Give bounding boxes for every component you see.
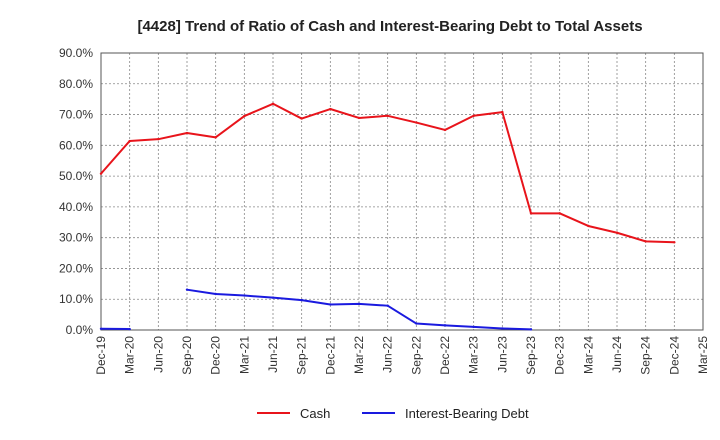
data-point <box>243 294 246 297</box>
x-tick-label: Sep-20 <box>180 336 194 375</box>
x-tick-label: Sep-24 <box>639 336 653 375</box>
data-point <box>357 302 361 306</box>
data-point <box>128 327 131 331</box>
data-point <box>529 212 533 215</box>
x-tick-label: Mar-23 <box>467 336 481 374</box>
x-tick-label: Dec-21 <box>323 336 337 375</box>
y-tick-label: 70.0% <box>59 108 93 122</box>
legend-item: Cash <box>257 406 330 421</box>
series <box>99 102 676 331</box>
legend-label: Interest-Bearing Debt <box>405 406 529 421</box>
x-tick-label: Jun-21 <box>266 336 280 373</box>
legend-label: Cash <box>300 406 330 421</box>
data-point <box>529 328 533 331</box>
data-point <box>243 114 246 118</box>
series-0 <box>99 102 676 244</box>
y-tick-label: 30.0% <box>59 231 93 245</box>
y-tick-label: 50.0% <box>59 169 93 183</box>
x-tick-label: Mar-21 <box>237 336 251 374</box>
y-tick-label: 10.0% <box>59 292 93 306</box>
data-point <box>185 288 189 291</box>
data-point <box>415 121 418 124</box>
y-tick-label: 90.0% <box>59 46 93 60</box>
data-point <box>99 172 103 175</box>
data-point <box>673 241 676 244</box>
data-point <box>386 114 389 117</box>
data-point <box>185 131 189 135</box>
y-tick-label: 80.0% <box>59 77 93 91</box>
data-point <box>644 240 647 243</box>
x-tick-label: Dec-20 <box>209 336 223 375</box>
chart-title: [4428] Trend of Ratio of Cash and Intere… <box>137 18 642 35</box>
data-point <box>587 224 590 228</box>
data-point <box>472 114 475 117</box>
data-point <box>558 212 561 215</box>
data-point <box>443 324 447 327</box>
legend-item: Interest-Bearing Debt <box>362 406 529 421</box>
x-tick-label: Jun-24 <box>610 336 624 373</box>
x-tick-label: Jun-20 <box>151 336 165 373</box>
data-point <box>214 136 217 139</box>
x-tick-label: Mar-20 <box>123 336 137 374</box>
data-point <box>472 325 475 329</box>
x-tick-label: Jun-22 <box>381 336 395 373</box>
data-point <box>415 322 418 325</box>
data-point <box>501 327 504 330</box>
x-tick-label: Dec-23 <box>553 336 567 375</box>
x-tick-label: Mar-22 <box>352 336 366 374</box>
x-tick-label: Sep-21 <box>295 336 309 375</box>
x-tick-label: Sep-23 <box>524 336 538 375</box>
legend: Cash Interest-Bearing Debt <box>257 406 529 421</box>
data-point <box>128 139 131 143</box>
x-tick-label: Jun-23 <box>495 336 509 373</box>
data-point <box>99 327 103 330</box>
data-point <box>157 137 160 141</box>
data-point <box>329 303 332 306</box>
data-point <box>271 296 275 299</box>
x-tick-label: Dec-22 <box>438 336 452 375</box>
plot-frame <box>100 52 704 331</box>
x-tick-label: Dec-19 <box>94 336 108 375</box>
x-tick-label: Mar-25 <box>696 336 710 374</box>
data-point <box>357 116 361 120</box>
data-point <box>615 231 619 234</box>
data-point <box>443 128 447 132</box>
data-point <box>300 117 303 120</box>
data-point <box>271 102 275 105</box>
grid <box>101 52 703 330</box>
series-1 <box>99 288 533 331</box>
y-tick-label: 20.0% <box>59 261 93 275</box>
y-tick-label: 40.0% <box>59 200 93 214</box>
data-point <box>214 292 217 296</box>
y-tick-label: 0.0% <box>66 323 94 337</box>
data-point <box>329 107 332 111</box>
data-point <box>386 304 389 307</box>
x-tick-label: Dec-24 <box>667 336 681 375</box>
data-point <box>501 110 504 114</box>
x-tick-label: Sep-22 <box>409 336 423 375</box>
data-point <box>300 298 303 302</box>
axes: 0.0% 10.0% 20.0% 30.0% 40.0% 50.0% 60.0% 70.0% 8… <box>59 46 710 375</box>
x-tick-label: Mar-24 <box>581 336 595 374</box>
y-tick-label: 60.0% <box>59 138 93 152</box>
